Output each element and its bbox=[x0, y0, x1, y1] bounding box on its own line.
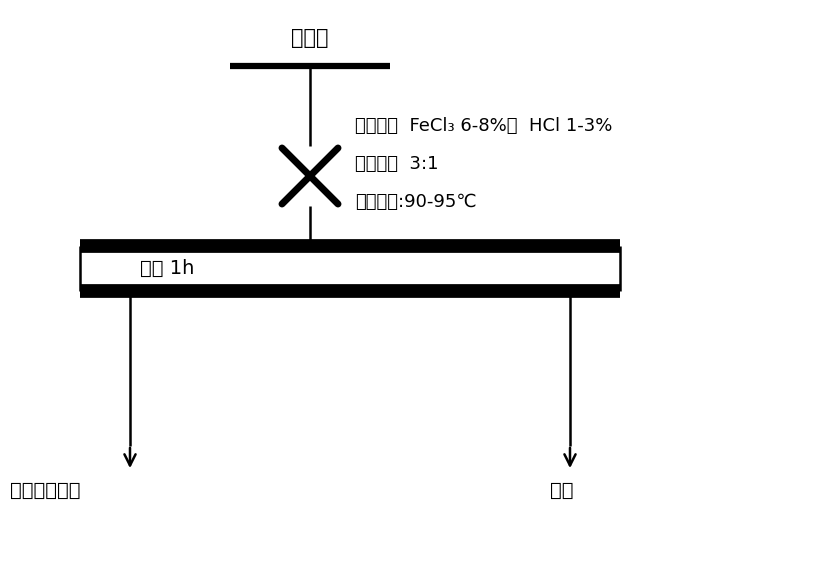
Text: 浸出 1h: 浸出 1h bbox=[140, 259, 194, 278]
Text: 高品质钼精矿: 高品质钼精矿 bbox=[10, 481, 81, 500]
Text: 钼精矿: 钼精矿 bbox=[291, 28, 329, 48]
Text: 浸出温度:90-95℃: 浸出温度:90-95℃ bbox=[355, 193, 477, 211]
Text: 浸液: 浸液 bbox=[550, 481, 574, 500]
Text: 液固比：  3:1: 液固比： 3:1 bbox=[355, 155, 438, 173]
Text: 浸出剂：  FeCl₃ 6-8%；  HCl 1-3%: 浸出剂： FeCl₃ 6-8%； HCl 1-3% bbox=[355, 117, 612, 135]
